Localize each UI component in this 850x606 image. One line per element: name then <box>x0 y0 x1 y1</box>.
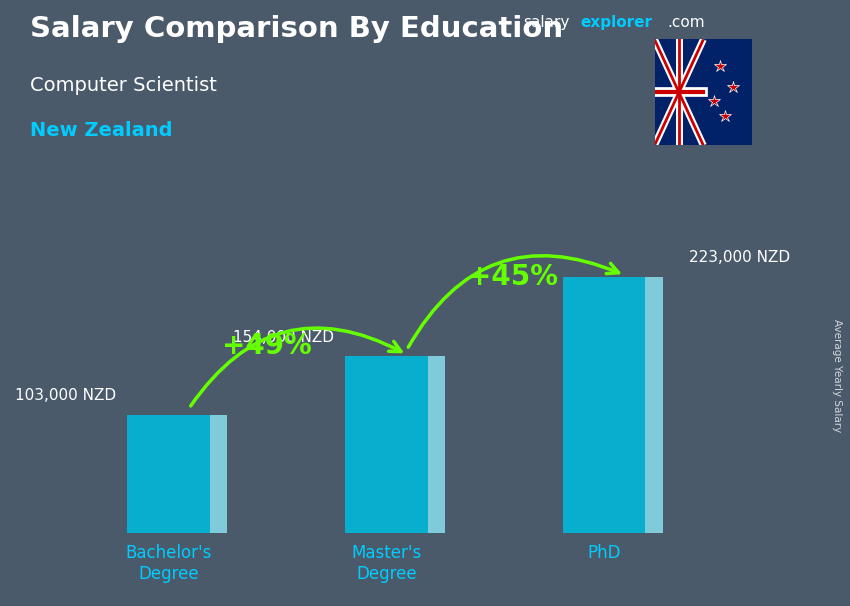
Polygon shape <box>563 277 645 533</box>
Text: .com: .com <box>667 15 705 30</box>
Polygon shape <box>210 415 227 533</box>
Text: Computer Scientist: Computer Scientist <box>30 76 217 95</box>
Text: 223,000 NZD: 223,000 NZD <box>689 250 790 265</box>
Polygon shape <box>127 415 210 533</box>
Text: Salary Comparison By Education: Salary Comparison By Education <box>30 15 563 43</box>
Text: Average Yearly Salary: Average Yearly Salary <box>832 319 842 432</box>
Polygon shape <box>345 356 428 533</box>
Polygon shape <box>645 277 663 533</box>
Text: +45%: +45% <box>468 262 558 291</box>
Text: salary: salary <box>523 15 570 30</box>
Polygon shape <box>428 356 445 533</box>
Text: explorer: explorer <box>581 15 653 30</box>
Text: New Zealand: New Zealand <box>30 121 173 140</box>
Text: 154,000 NZD: 154,000 NZD <box>233 330 334 345</box>
Text: 103,000 NZD: 103,000 NZD <box>15 388 116 403</box>
Text: +49%: +49% <box>222 331 311 359</box>
